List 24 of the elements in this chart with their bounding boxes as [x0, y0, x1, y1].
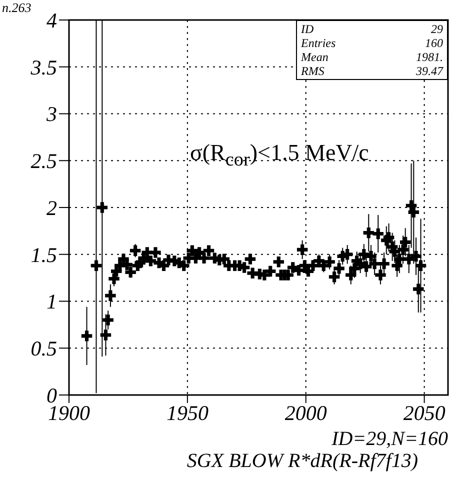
x-tick-label: 2000	[284, 400, 328, 425]
annotation: RMS	[301, 64, 324, 78]
annotation: 29	[431, 22, 443, 36]
x-tick-label: 2050	[403, 400, 446, 425]
text: n.263	[2, 0, 32, 16]
annotation: Mean	[301, 50, 328, 64]
annotation: 160	[425, 36, 443, 50]
annotation: ID	[301, 22, 314, 36]
text: ID=29,N=160	[332, 428, 448, 451]
y-tick-label: 3.5	[30, 55, 57, 80]
annotation: σ(R$_{cor}$)<1.5 MeV/c	[190, 140, 369, 172]
y-tick-label: 0.5	[30, 336, 57, 361]
y-tick-label: 1	[46, 290, 57, 314]
annotation: 1981.	[416, 50, 443, 64]
y-tick-label: 4	[46, 8, 58, 32]
annotation: 39.47	[416, 64, 443, 78]
y-tick-label: 0	[46, 383, 58, 408]
y-tick-label: 2.5	[30, 149, 57, 174]
x-tick-label: 1950	[166, 400, 209, 425]
y-tick-label: 1.5	[30, 242, 57, 267]
text: SGX BLOW R*dR(R-Rf7f13)	[186, 450, 418, 473]
y-tick-label: 2	[46, 196, 58, 220]
annotation: Entries	[301, 36, 336, 50]
y-tick-label: 3	[46, 102, 57, 126]
